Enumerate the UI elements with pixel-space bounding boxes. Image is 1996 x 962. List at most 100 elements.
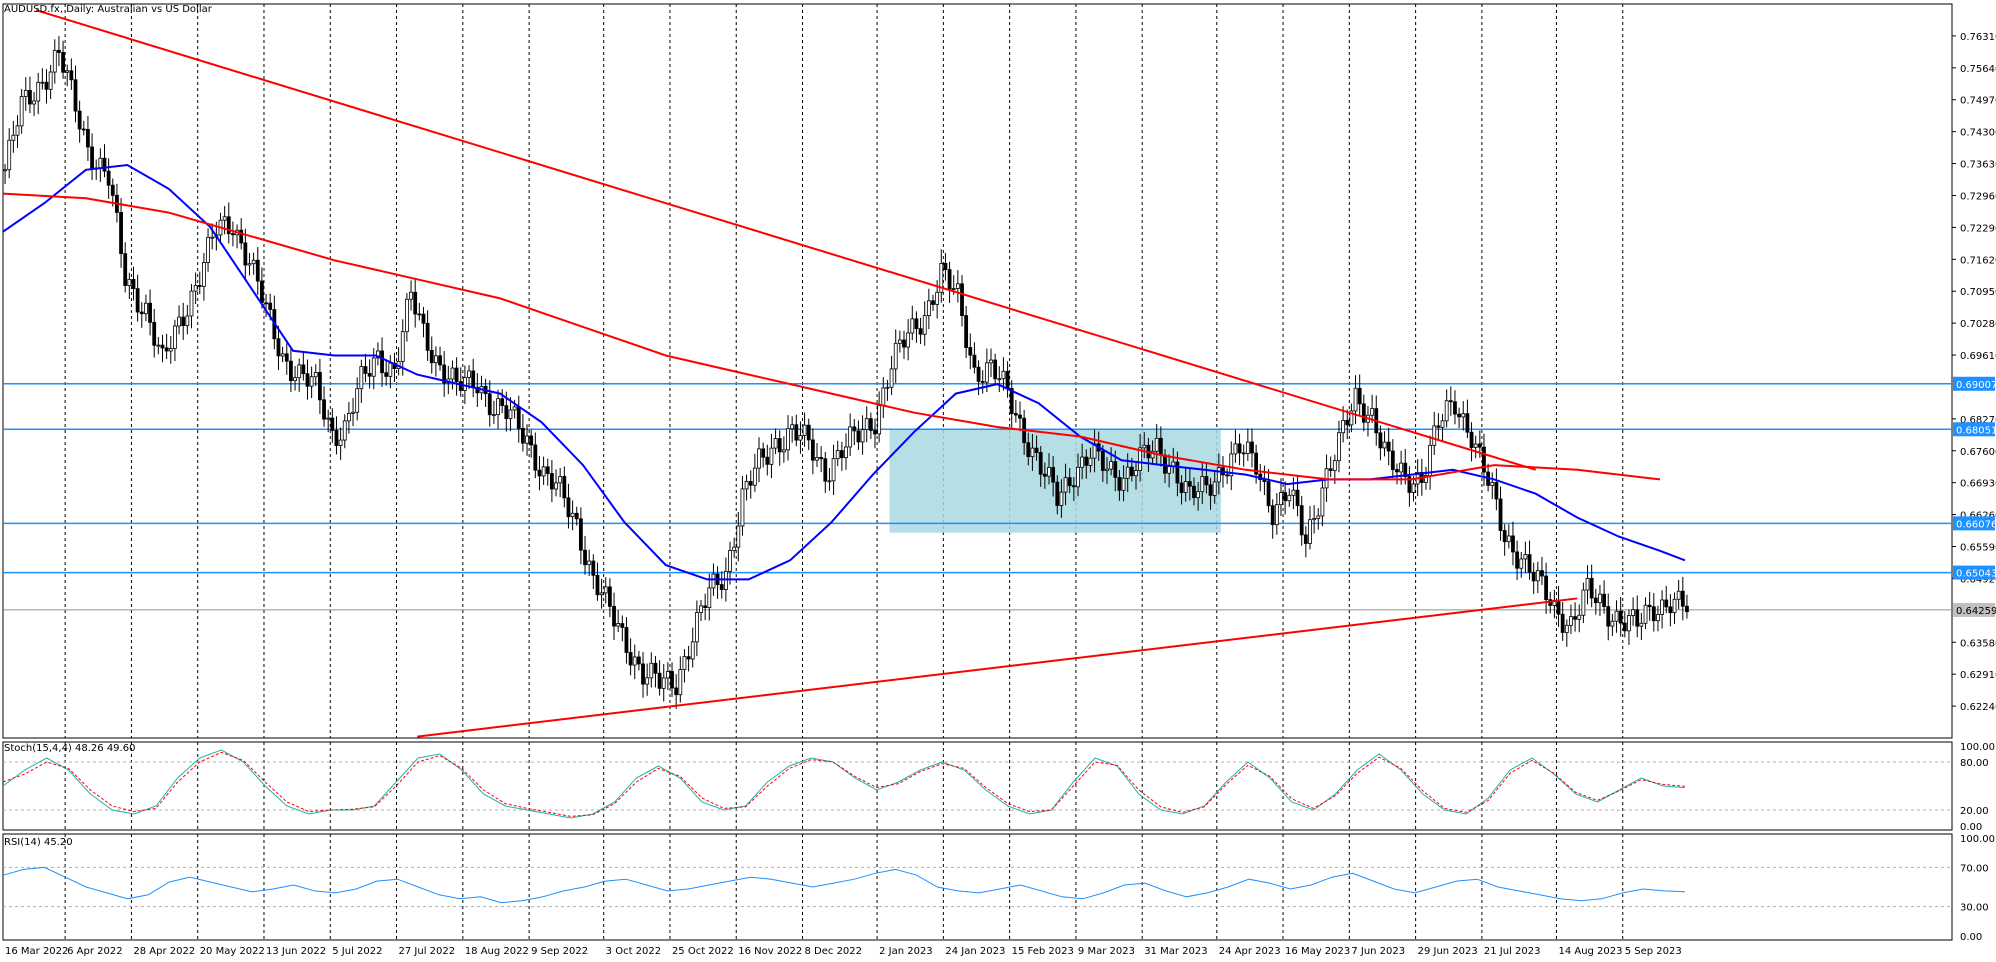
candle[interactable] bbox=[839, 441, 844, 471]
candle[interactable] bbox=[1581, 582, 1586, 623]
candle[interactable] bbox=[119, 198, 123, 268]
candle[interactable] bbox=[997, 366, 1002, 393]
candle[interactable] bbox=[168, 336, 173, 364]
candle[interactable] bbox=[972, 342, 977, 374]
candle[interactable] bbox=[1606, 593, 1611, 641]
candle[interactable] bbox=[181, 302, 186, 340]
candle[interactable] bbox=[1241, 444, 1246, 467]
candle[interactable] bbox=[135, 274, 140, 322]
candle[interactable] bbox=[1610, 613, 1615, 636]
candle[interactable] bbox=[189, 283, 194, 329]
candle[interactable] bbox=[1034, 435, 1039, 461]
candle[interactable] bbox=[926, 288, 931, 330]
candle[interactable] bbox=[7, 128, 12, 179]
candle[interactable] bbox=[226, 202, 231, 244]
candle[interactable] bbox=[1411, 476, 1416, 502]
candle[interactable] bbox=[1498, 486, 1503, 541]
candle[interactable] bbox=[1308, 505, 1312, 550]
candle[interactable] bbox=[1631, 597, 1635, 626]
candle[interactable] bbox=[1585, 565, 1590, 605]
candle[interactable] bbox=[740, 476, 745, 536]
candle[interactable] bbox=[1544, 562, 1549, 614]
candle[interactable] bbox=[326, 409, 331, 433]
candle[interactable] bbox=[1676, 579, 1681, 610]
candle[interactable] bbox=[330, 408, 335, 443]
candle[interactable] bbox=[1440, 413, 1445, 441]
candle[interactable] bbox=[873, 418, 877, 449]
candle[interactable] bbox=[632, 644, 637, 680]
candle[interactable] bbox=[491, 400, 496, 424]
candle[interactable] bbox=[421, 306, 426, 338]
candle[interactable] bbox=[1245, 428, 1250, 461]
candle[interactable] bbox=[44, 69, 49, 104]
candle[interactable] bbox=[65, 64, 70, 87]
candle[interactable] bbox=[1444, 389, 1449, 428]
candle[interactable] bbox=[77, 100, 82, 143]
candle[interactable] bbox=[1436, 413, 1441, 439]
candle[interactable] bbox=[761, 442, 766, 468]
candle[interactable] bbox=[989, 348, 993, 377]
candle[interactable] bbox=[1038, 446, 1043, 487]
candle[interactable] bbox=[819, 446, 824, 473]
candle[interactable] bbox=[1274, 493, 1279, 535]
candle[interactable] bbox=[628, 638, 633, 676]
candle[interactable] bbox=[558, 467, 563, 498]
candle[interactable] bbox=[661, 664, 666, 702]
candle[interactable] bbox=[152, 308, 157, 358]
candle[interactable] bbox=[1076, 453, 1080, 497]
candle[interactable] bbox=[61, 40, 65, 79]
candle[interactable] bbox=[131, 266, 136, 301]
candle[interactable] bbox=[624, 617, 629, 664]
candle[interactable] bbox=[1668, 594, 1673, 627]
candle[interactable] bbox=[1018, 401, 1022, 432]
candle[interactable] bbox=[1179, 475, 1184, 505]
candle[interactable] bbox=[1287, 488, 1292, 507]
candle[interactable] bbox=[1560, 602, 1565, 641]
candle[interactable] bbox=[653, 656, 658, 688]
candle[interactable] bbox=[32, 92, 36, 117]
candle[interactable] bbox=[193, 272, 198, 305]
candle[interactable] bbox=[786, 415, 790, 461]
candle[interactable] bbox=[1569, 604, 1573, 634]
candle[interactable] bbox=[599, 578, 604, 609]
candle[interactable] bbox=[781, 436, 786, 463]
candle[interactable] bbox=[409, 280, 413, 311]
candle[interactable] bbox=[719, 571, 724, 599]
candle[interactable] bbox=[1573, 602, 1577, 632]
candle[interactable] bbox=[1395, 463, 1399, 485]
candle[interactable] bbox=[537, 455, 542, 491]
candle[interactable] bbox=[243, 228, 248, 280]
candle[interactable] bbox=[1353, 375, 1358, 425]
candle[interactable] bbox=[670, 662, 674, 698]
candle[interactable] bbox=[81, 120, 86, 136]
candle[interactable] bbox=[1527, 540, 1532, 580]
stochastic-signal-line[interactable] bbox=[2, 751, 1685, 817]
candle[interactable] bbox=[1303, 526, 1308, 558]
candle[interactable] bbox=[48, 64, 53, 99]
candle[interactable] bbox=[1461, 401, 1466, 431]
candle[interactable] bbox=[1142, 432, 1147, 459]
candle[interactable] bbox=[587, 549, 592, 576]
candle[interactable] bbox=[1465, 399, 1470, 439]
candle[interactable] bbox=[1357, 374, 1362, 416]
candle[interactable] bbox=[127, 272, 132, 299]
candle[interactable] bbox=[177, 305, 181, 335]
candle[interactable] bbox=[380, 337, 384, 387]
candle[interactable] bbox=[355, 377, 360, 421]
candle[interactable] bbox=[251, 252, 256, 275]
candle[interactable] bbox=[19, 88, 24, 134]
candle[interactable] bbox=[309, 366, 314, 399]
candle[interactable] bbox=[955, 270, 960, 303]
candle[interactable] bbox=[413, 277, 418, 328]
candle[interactable] bbox=[450, 360, 455, 390]
candle[interactable] bbox=[1598, 584, 1602, 616]
candle[interactable] bbox=[280, 346, 285, 363]
candle[interactable] bbox=[1457, 407, 1462, 429]
candle[interactable] bbox=[1283, 481, 1288, 515]
candle[interactable] bbox=[231, 221, 235, 247]
candle[interactable] bbox=[674, 674, 679, 709]
candle[interactable] bbox=[1134, 461, 1138, 490]
candle[interactable] bbox=[404, 293, 409, 342]
candle[interactable] bbox=[769, 433, 774, 479]
